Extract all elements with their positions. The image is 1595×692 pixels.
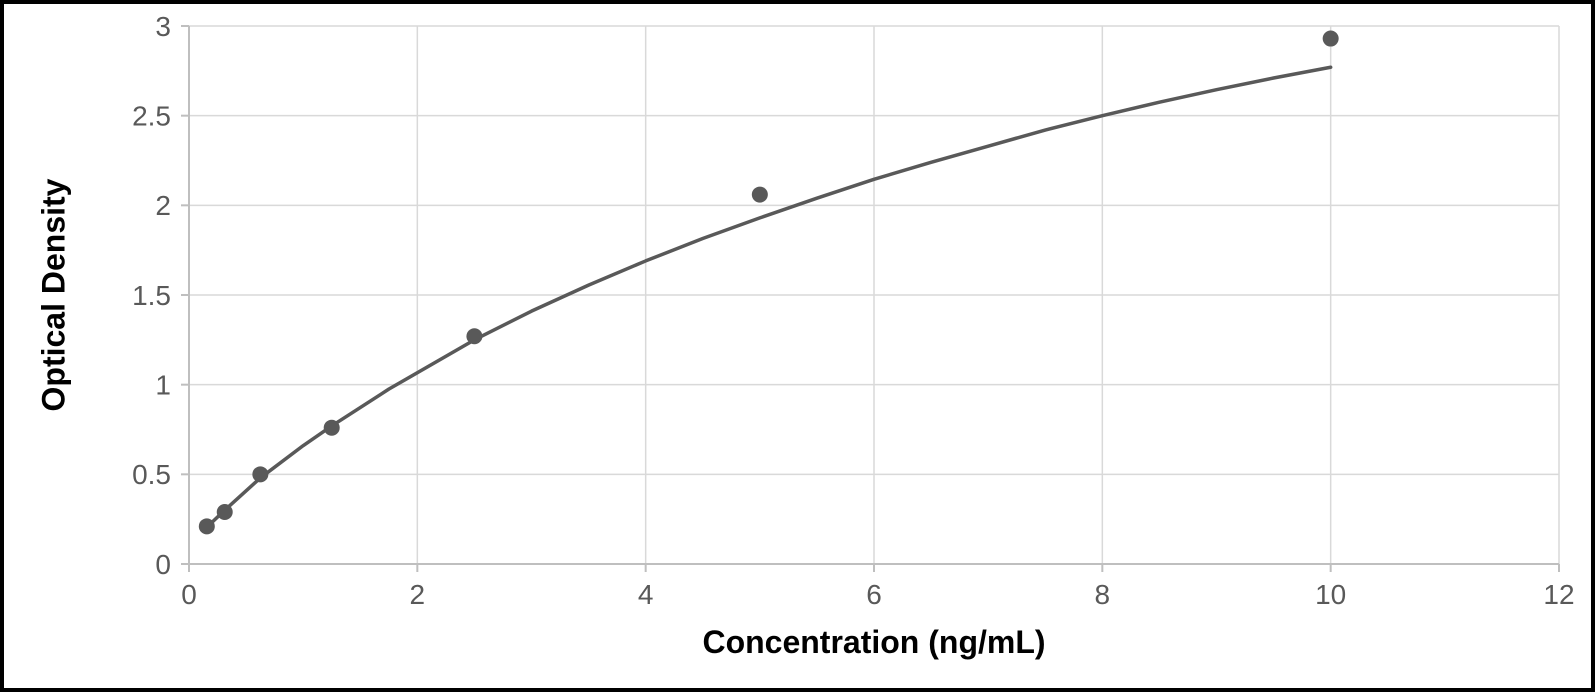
y-tick-label: 3 [155,11,171,42]
y-axis-title: Optical Density [36,179,73,412]
y-tick-label: 1.5 [132,280,171,311]
y-tick-label: 0 [155,549,171,580]
x-tick-label: 12 [1543,579,1574,610]
data-point [217,504,233,520]
x-tick-label: 10 [1315,579,1346,610]
y-tick-label: 2 [155,190,171,221]
x-tick-label: 2 [410,579,426,610]
y-tick-label: 0.5 [132,459,171,490]
y-tick-label: 2.5 [132,100,171,131]
x-axis-title: Concentration (ng/mL) [702,624,1045,661]
ticklabels-group: 0 2 4 6 8 10 12 0 0.5 1 1.5 2 2.5 3 [132,11,1575,610]
data-point [252,466,268,482]
grid-group [189,26,1559,564]
x-tick-label: 8 [1095,579,1111,610]
data-point [466,328,482,344]
x-tick-label: 0 [181,579,197,610]
data-point [324,420,340,436]
y-tick-label: 1 [155,369,171,400]
x-tick-label: 6 [866,579,882,610]
data-point [1323,31,1339,47]
chart-container: 0 2 4 6 8 10 12 0 0.5 1 1.5 2 2.5 3 Optical Density C… [0,0,1595,692]
axis-group [181,26,1559,572]
curve-group [207,67,1331,527]
points-group [199,31,1339,535]
chart-svg: 0 2 4 6 8 10 12 0 0.5 1 1.5 2 2.5 3 [4,4,1591,688]
data-point [199,518,215,534]
data-point [752,187,768,203]
fit-curve [207,67,1331,527]
x-tick-label: 4 [638,579,654,610]
